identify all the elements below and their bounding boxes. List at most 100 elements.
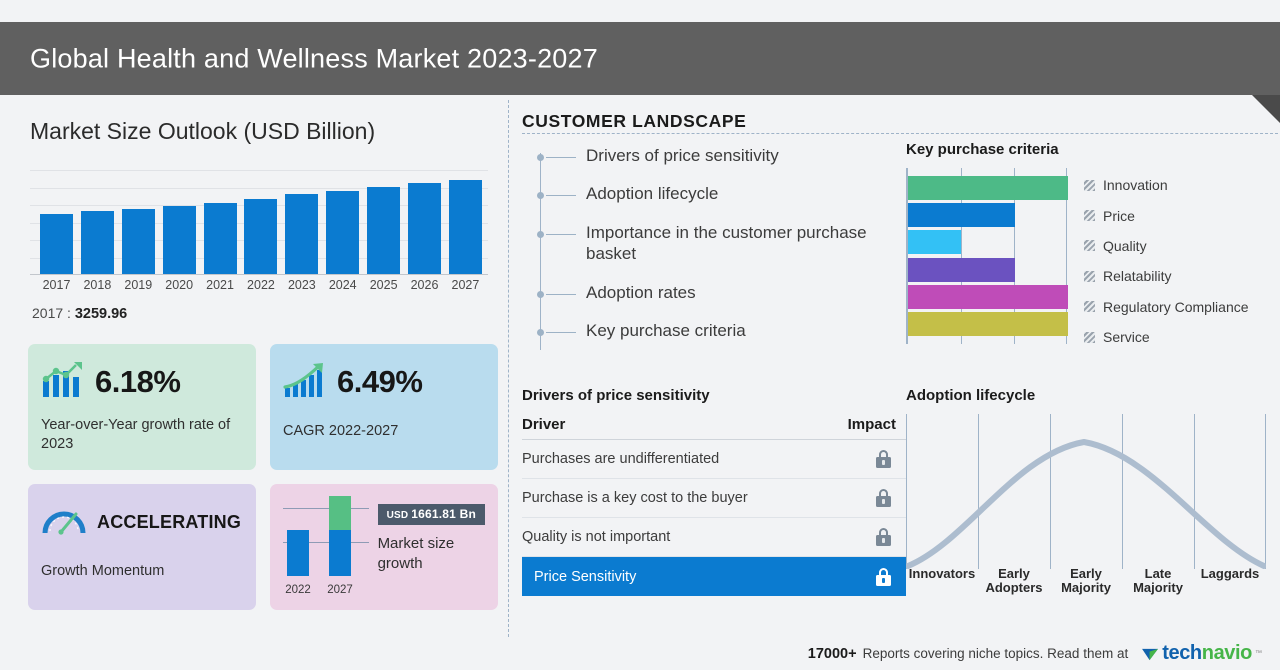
kpc-legend-item: Quality: [1084, 231, 1249, 261]
metric-cards: 6.18% Year-over-Year growth rate of 2023: [28, 344, 498, 617]
impact-cell: [860, 567, 906, 586]
msg-col-2027: [329, 496, 351, 576]
vertical-divider: [508, 100, 509, 637]
chart-x-tick-labels: 2017 2018 2019 2020 2021 2022 2023 2024 2025 2026…: [30, 278, 488, 292]
impact-cell: [860, 489, 906, 507]
driver-name: Quality is not important: [522, 529, 671, 545]
bar-arrow-growth-icon: [283, 361, 327, 404]
bar-2024: [326, 191, 360, 275]
key-purchase-criteria-panel: Key purchase criteria Innovation Price Qua…: [906, 141, 1280, 352]
adoption-lifecycle-panel: Adoption lifecycle Innovators Early Adopte…: [906, 387, 1280, 596]
hatch-swatch-icon: [1084, 331, 1095, 343]
kpc-bar-relatability: [908, 257, 1015, 282]
page-header: Global Health and Wellness Market 2023-2…: [0, 22, 1280, 95]
msg-tick-start: 2022: [285, 584, 311, 596]
kpc-legend-item: Relatability: [1084, 261, 1249, 291]
kpc-legend-label: Relatability: [1103, 268, 1172, 285]
brand-tech: tech: [1162, 642, 1202, 664]
annotation-value: 3259.96: [74, 306, 128, 322]
table-row[interactable]: Purchases are undifferentiated: [522, 440, 906, 479]
adoption-stage-labels: Innovators Early Adopters Early Majority Late…: [906, 565, 1266, 596]
market-growth-bars-icon: 2022 2027: [283, 496, 369, 596]
bar-2018: [80, 211, 114, 275]
kpc-row: [908, 230, 1068, 255]
timeline-item[interactable]: Drivers of price sensitivity: [532, 145, 912, 166]
kpc-legend-label: Service: [1103, 329, 1150, 346]
kpc-chart: [906, 168, 1068, 344]
timeline-connector: [546, 332, 576, 334]
card-cagr: 6.49% CAGR 2022-2027: [270, 344, 498, 470]
col-header-driver: Driver: [522, 416, 566, 433]
hatch-swatch-icon: [1084, 240, 1095, 252]
bar-line-growth-icon: [41, 361, 85, 404]
stage-label-innovators: Innovators: [908, 565, 976, 581]
msg-col-2022: [287, 500, 309, 576]
kpc-row: [908, 311, 1068, 336]
x-tick-2019: 2019: [124, 278, 153, 292]
lock-icon: [875, 528, 891, 546]
card-cagr-value: 6.49%: [337, 364, 423, 399]
kpc-legend-item: Price: [1084, 200, 1249, 230]
col-header-impact: Impact: [847, 416, 896, 433]
brand-navio: navio: [1201, 642, 1253, 664]
kpc-gridline: [1014, 168, 1015, 344]
x-tick-2026: 2026: [410, 278, 439, 292]
market-size-badge: USD 1661.81 Bn: [377, 504, 485, 525]
timeline-item[interactable]: Importance in the customer purchase bask…: [532, 222, 912, 265]
hatch-swatch-icon: [1084, 270, 1095, 282]
kpc-bar-regulatory-compliance: [908, 284, 1068, 309]
corner-fold-decoration: [1252, 95, 1280, 123]
technavio-logo[interactable]: technavio ™: [1142, 642, 1262, 665]
x-tick-2018: 2018: [83, 278, 112, 292]
chart-bars: [40, 170, 482, 275]
table-row[interactable]: Quality is not important: [522, 518, 906, 557]
market-size-growth-label: Market size growth: [377, 535, 455, 572]
bar-2021: [203, 203, 237, 275]
bar-2019: [121, 209, 155, 275]
customer-landscape-list: Drivers of price sensitivity Adoption lif…: [532, 145, 912, 358]
kpc-legend: Innovation Price Quality Relatability Regula…: [1084, 168, 1249, 352]
kpc-bar-price: [908, 203, 1015, 228]
timeline-connector: [546, 293, 576, 295]
page-title: Global Health and Wellness Market 2023-2…: [30, 43, 598, 73]
table-row[interactable]: Price Sensitivity: [522, 557, 906, 596]
timeline-item[interactable]: Adoption lifecycle: [532, 183, 912, 204]
timeline-item-label: Adoption lifecycle: [586, 184, 719, 204]
timeline-dot-icon: [537, 192, 544, 200]
adoption-title: Adoption lifecycle: [906, 387, 1036, 404]
kpc-row: [908, 176, 1068, 200]
drivers-table-panel: Drivers of price sensitivity Driver Impa…: [522, 387, 906, 596]
impact-cell: [860, 450, 906, 468]
market-size-section: Market Size Outlook (USD Billion) 2017 20…: [0, 95, 508, 637]
timeline-connector: [546, 195, 576, 197]
card-market-size-growth: 2022 2027 USD 1661.81 Bn Market size grow…: [270, 484, 498, 610]
section-title-market-size: Market Size Outlook (USD Billion): [30, 118, 376, 144]
kpc-legend-item: Innovation: [1084, 170, 1249, 200]
timeline-dot-icon: [537, 154, 544, 161]
timeline-spine: [540, 153, 541, 351]
timeline-item[interactable]: Key purchase criteria: [532, 320, 912, 341]
timeline-dot-icon: [537, 290, 544, 298]
drivers-title: Drivers of price sensitivity: [522, 387, 710, 404]
x-tick-2017: 2017: [42, 278, 71, 292]
card-cagr-label: CAGR 2022-2027: [283, 423, 399, 439]
lock-icon: [875, 450, 891, 468]
timeline-item-label: Adoption rates: [586, 282, 696, 302]
x-tick-2020: 2020: [165, 278, 194, 292]
timeline-item-label: Drivers of price sensitivity: [586, 146, 779, 165]
x-tick-2022: 2022: [247, 278, 275, 292]
timeline-item[interactable]: Adoption rates: [532, 282, 912, 303]
x-tick-2024: 2024: [328, 278, 357, 292]
footer-text: Reports covering niche topics. Read them…: [862, 646, 1129, 661]
bar-2027: [448, 180, 482, 275]
drivers-table-header: Driver Impact: [522, 404, 906, 440]
stage-label-early-majority: Early Majority: [1061, 565, 1111, 596]
card-yoy-value: 6.18%: [95, 364, 181, 399]
table-row[interactable]: Purchase is a key cost to the buyer: [522, 479, 906, 518]
kpc-legend-label: Price: [1103, 207, 1135, 224]
driver-name: Purchases are undifferentiated: [522, 451, 720, 467]
kpc-bars: [908, 176, 1068, 336]
timeline-item-label: Key purchase criteria: [586, 321, 746, 341]
bar-2025: [367, 187, 401, 275]
hatch-swatch-icon: [1084, 179, 1095, 191]
